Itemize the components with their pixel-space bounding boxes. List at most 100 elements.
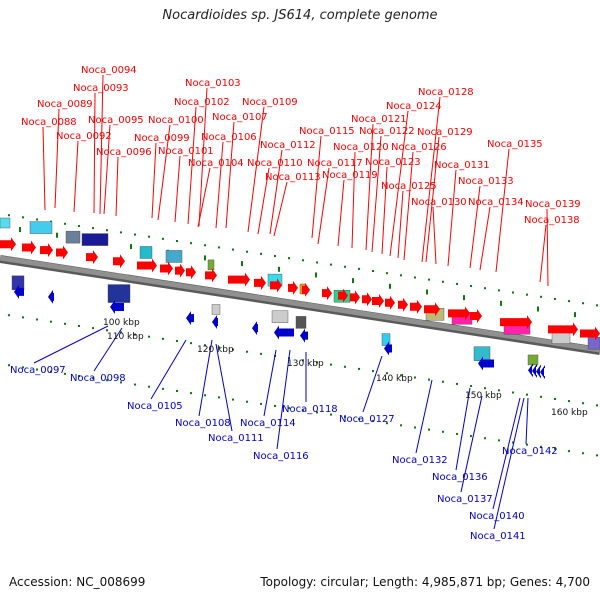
reverse-arrows [14, 284, 545, 380]
guide-dot [288, 407, 290, 410]
guide-dot [568, 450, 570, 453]
leader-line [495, 148, 510, 273]
leader-line [103, 124, 111, 215]
leader-line [455, 387, 471, 471]
gene-label: Noca_0121 [351, 114, 407, 125]
guide-dot [120, 231, 122, 234]
guide-dot [470, 385, 472, 388]
guide-dot [386, 272, 388, 275]
forward-gene-arrow [338, 288, 348, 303]
gene-label: Noca_0100 [148, 115, 204, 126]
guide-dot [92, 327, 94, 330]
guide-dot [148, 335, 150, 338]
gene-label: Noca_0126 [391, 142, 447, 153]
cog-box [587, 336, 600, 350]
forward-gene-arrow [56, 245, 68, 260]
guide-dot [456, 432, 458, 435]
gene-label: Noca_0102 [174, 97, 230, 108]
guide-dot [498, 439, 500, 442]
leader-line [469, 185, 481, 269]
reverse-gene-arrow [252, 321, 258, 336]
leader-line [33, 325, 109, 364]
gene-label: Noca_0098 [70, 373, 126, 384]
forward-gene-arrow [398, 297, 408, 312]
gene-label: Noca_0114 [240, 418, 296, 429]
guide-dot [526, 443, 528, 446]
gene-label: Noca_0117 [307, 158, 363, 169]
axis-highlight [0, 255, 600, 353]
guide-dot [540, 295, 542, 298]
gene-label: Noca_0118 [282, 404, 338, 415]
guide-dot [540, 395, 542, 398]
leader-line [421, 96, 441, 263]
forward-gene-arrow [424, 302, 440, 317]
leader-line [150, 339, 187, 400]
guide-dot [372, 270, 374, 273]
guide-dot [372, 420, 374, 423]
gene-label: Noca_0134 [468, 197, 524, 208]
reverse-gene-arrow [212, 314, 218, 329]
guide-dot [204, 344, 206, 347]
forward-arrows [0, 237, 600, 341]
gene-label: Noca_0136 [432, 472, 488, 483]
guide-dot [148, 235, 150, 238]
leader-line [403, 151, 414, 261]
guide-dot [260, 402, 262, 405]
guide-dot [204, 244, 206, 247]
reverse-gene-arrow [110, 299, 124, 314]
guide-dot [540, 445, 542, 448]
guide-dot [414, 426, 416, 429]
guide-dot [36, 368, 38, 371]
cog-box [295, 316, 307, 329]
guide-dot [50, 320, 52, 323]
gene-label: Noca_0108 [175, 418, 231, 429]
reverse-gene-arrow [186, 311, 194, 326]
guide-dot [232, 248, 234, 251]
leader-line [99, 74, 104, 215]
gene-label: Noca_0103 [185, 78, 241, 89]
gene-label: Noca_0141 [470, 531, 526, 542]
leader-line [546, 208, 549, 287]
guide-dot [484, 287, 486, 290]
guide-dot [106, 379, 108, 382]
guide-dot [498, 289, 500, 292]
guide-dot [358, 267, 360, 270]
gene-label: Noca_0111 [208, 433, 264, 444]
leader-line [311, 135, 322, 239]
gene-label: Noca_0129 [417, 127, 473, 138]
gene-label: Noca_0106 [201, 132, 257, 143]
forward-gene-arrow [302, 282, 310, 297]
leader-line [479, 206, 491, 271]
guide-dot [218, 396, 220, 399]
guide-dot [246, 250, 248, 253]
forward-gene-arrow [470, 308, 482, 323]
reverse-gene-arrow [540, 365, 545, 380]
leader-line [151, 142, 157, 219]
guide-dot [316, 261, 318, 264]
guide-dot [120, 381, 122, 384]
guide-dot [554, 397, 556, 400]
guide-dot [92, 227, 94, 230]
cog-box [0, 217, 11, 229]
guide-dot [484, 437, 486, 440]
leader-line [54, 108, 60, 209]
leader-line [371, 135, 382, 253]
cog-box [107, 284, 131, 303]
cog-box [29, 221, 53, 234]
forward-gene-arrow [500, 315, 532, 330]
guide-dot [176, 339, 178, 342]
reverse-gene-arrow [528, 363, 533, 378]
reverse-gene-arrow [300, 328, 308, 343]
guide-dot [330, 363, 332, 366]
gene-label: Noca_0113 [265, 172, 321, 183]
cog-box [139, 246, 153, 259]
forward-gene-arrow [410, 299, 422, 314]
guide-dot [232, 398, 234, 401]
leader-line [269, 149, 283, 235]
guide-dot [64, 322, 66, 325]
forward-gene-arrow [205, 268, 217, 283]
guide-dot [596, 404, 598, 407]
guide-dot [162, 387, 164, 390]
forward-gene-arrow [448, 306, 470, 321]
genome-axis [0, 255, 600, 355]
